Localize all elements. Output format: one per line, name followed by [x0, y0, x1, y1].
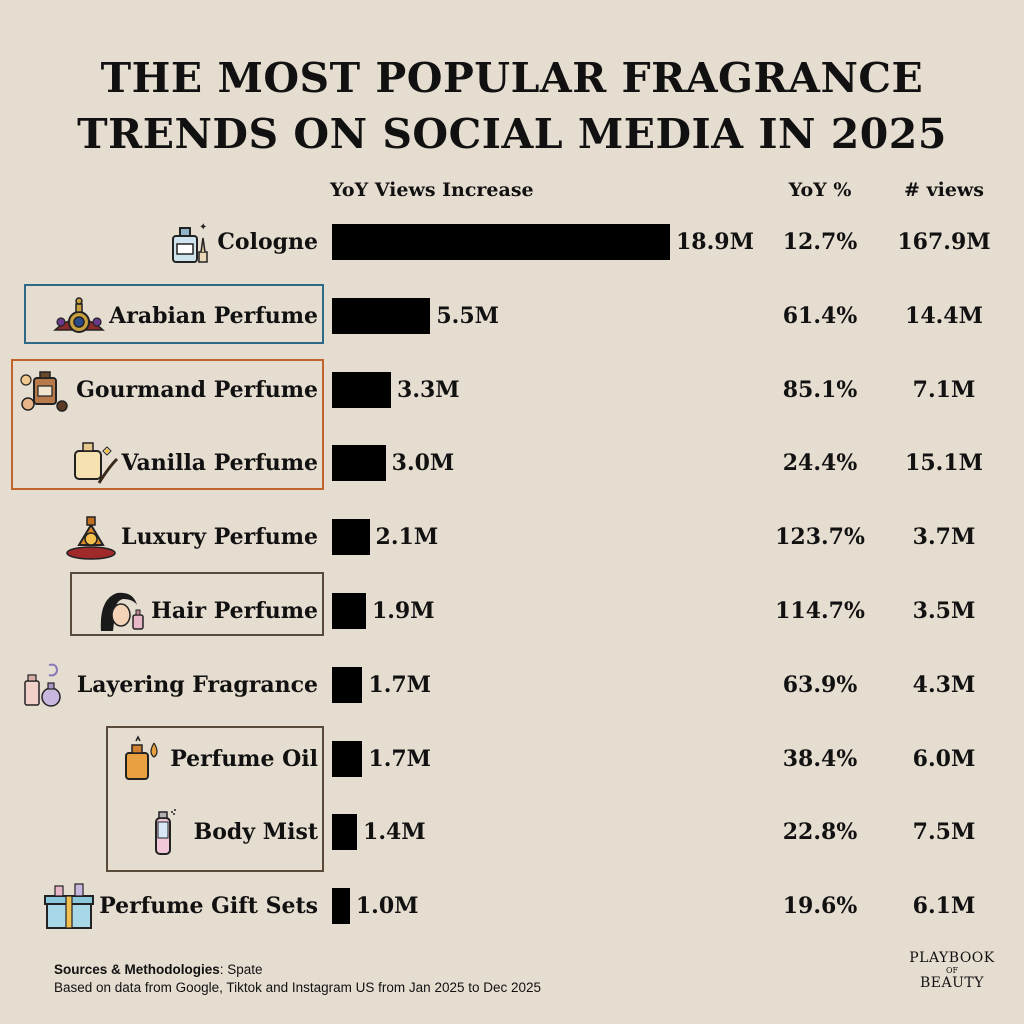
category-label: Vanilla Perfume: [121, 450, 318, 477]
arabian-perfume-icon: [51, 290, 107, 340]
bar: [332, 519, 370, 556]
layering-fragrance-icon: [19, 659, 75, 709]
category-label: Layering Fragrance: [76, 671, 318, 698]
chart-row: Hair Perfume 1.9M 114.7% 3.5M: [0, 587, 1024, 637]
yoy-percent: 19.6%: [782, 893, 858, 920]
yoy-percent: 24.4%: [782, 450, 858, 477]
bar-value-label: 3.0M: [391, 450, 455, 477]
chart-row: Luxury Perfume 2.1M 123.7% 3.7M: [0, 513, 1024, 563]
luxury-perfume-icon: [63, 511, 119, 561]
bar-value-label: 5.5M: [436, 302, 499, 329]
svg-text:✦: ✦: [199, 222, 207, 233]
category-label: Perfume Gift Sets: [99, 893, 318, 920]
sources-value: : Spate: [219, 962, 263, 977]
perfume-oil-icon: [112, 733, 168, 783]
chart-row: Perfume Oil 1.7M 38.4% 6.0M: [0, 733, 1024, 785]
total-views: 7.1M: [912, 376, 976, 403]
yoy-percent: 12.7%: [782, 229, 858, 255]
column-header-views: # views: [904, 179, 984, 201]
bar-value-label: 2.1M: [375, 524, 439, 551]
total-views: 15.1M: [905, 450, 983, 477]
chart-title-line-2: TRENDS ON SOCIAL MEDIA IN 2025: [77, 110, 947, 158]
bar: [332, 593, 366, 629]
total-views: 167.9M: [897, 229, 991, 255]
highlight-box-hair: [70, 572, 324, 636]
total-views: 7.5M: [912, 819, 976, 846]
bar-value-label: 18.9M: [676, 229, 754, 255]
category-label: Body Mist: [193, 819, 318, 846]
highlight-box-oil-mist: [106, 726, 324, 872]
bar-value-label: 1.7M: [368, 745, 432, 772]
gourmand-perfume-icon: [18, 364, 74, 414]
cologne-bottle-icon: ✦: [159, 216, 215, 266]
gift-set-icon: [41, 880, 97, 930]
chart-row: Perfume Gift Sets 1.0M 19.6% 6.1M: [0, 882, 1024, 932]
bar-value-label: 1.4M: [363, 819, 426, 846]
chart-row: Cologne ✦ 18.9M 12.7% 167.9M: [0, 218, 1024, 268]
bar: [332, 888, 350, 925]
footer-sources: Sources & Methodologies: Spate: [54, 962, 263, 977]
bar: [332, 814, 358, 851]
total-views: 14.4M: [905, 302, 983, 329]
highlight-box-gourmand-vanilla: [11, 359, 324, 490]
vanilla-perfume-icon: [63, 437, 119, 487]
category-label: Hair Perfume: [151, 598, 318, 624]
yoy-percent: 22.8%: [782, 819, 858, 846]
highlight-box-arabian: [24, 284, 324, 344]
category-label: Arabian Perfume: [109, 302, 318, 329]
total-views: 4.3M: [912, 671, 976, 698]
sources-label: Sources & Methodologies: [54, 962, 220, 977]
yoy-percent: 61.4%: [782, 302, 858, 329]
bar-value-label: 1.9M: [371, 598, 435, 624]
category-label: Gourmand Perfume: [76, 376, 318, 403]
bar: [332, 297, 431, 334]
hair-perfume-icon: [93, 585, 149, 635]
bar-value-label: 1.7M: [368, 671, 432, 698]
chart-row: Body Mist 1.4M 22.8% 7.5M: [0, 808, 1024, 858]
column-header-yoy: YoY %: [788, 179, 852, 201]
total-views: 3.7M: [912, 524, 976, 551]
bar: [332, 666, 363, 703]
bar: [332, 740, 363, 777]
bar-value-label: 3.3M: [397, 376, 460, 403]
body-mist-icon: [136, 806, 192, 856]
category-label: Cologne: [217, 229, 318, 255]
bar: [332, 445, 386, 482]
logo-line-3: BEAUTY: [920, 975, 984, 991]
bar: [332, 224, 670, 260]
bar-value-label: 1.0M: [355, 893, 419, 920]
chart-row: Arabian Perfume 5.5M 61.4% 14.4M: [0, 292, 1024, 342]
total-views: 6.0M: [912, 745, 976, 772]
column-header-increase: YoY Views Increase: [330, 179, 534, 201]
bar: [332, 371, 392, 408]
logo-line-2: OF: [945, 966, 959, 975]
chart-row: Vanilla Perfume 3.0M 24.4% 15.1M: [0, 439, 1024, 489]
yoy-percent: 63.9%: [782, 671, 858, 698]
yoy-percent: 85.1%: [782, 376, 858, 403]
yoy-percent: 114.7%: [775, 598, 865, 624]
chart-row: Layering Fragrance 1.7M 63.9% 4.3M: [0, 661, 1024, 711]
total-views: 3.5M: [912, 598, 976, 624]
logo-line-1: PLAYBOOK: [909, 950, 995, 966]
chart-title-line-1: THE MOST POPULAR FRAGRANCE: [100, 54, 924, 102]
chart-row: Gourmand Perfume 3.3M 85.1% 7.1M: [0, 366, 1024, 416]
total-views: 6.1M: [912, 893, 976, 920]
category-label: Perfume Oil: [170, 745, 318, 772]
footer-note: Based on data from Google, Tiktok and In…: [54, 980, 542, 995]
brand-logo: PLAYBOOK OF BEAUTY: [896, 950, 1008, 991]
yoy-percent: 38.4%: [782, 745, 858, 772]
yoy-percent: 123.7%: [775, 524, 865, 551]
category-label: Luxury Perfume: [121, 524, 318, 551]
